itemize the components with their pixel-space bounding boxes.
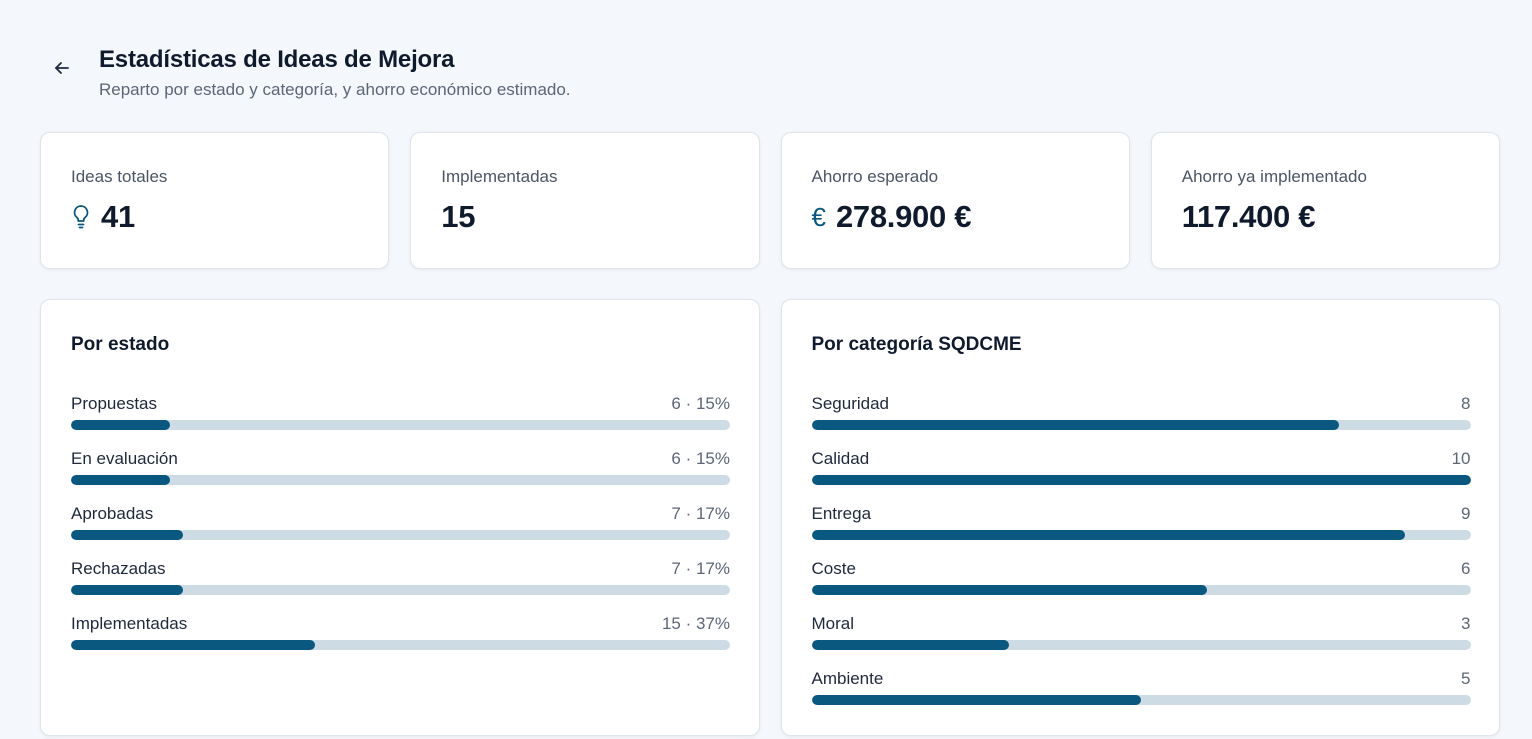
row-label: Ambiente <box>811 669 884 688</box>
kpi-label: Ahorro ya implementado <box>1181 167 1367 186</box>
progress-fill <box>811 640 1010 650</box>
list-item: Entrega 9 <box>811 502 1471 557</box>
progress-track <box>71 420 730 430</box>
progress-fill <box>811 530 1405 540</box>
row-label: Calidad <box>811 449 870 468</box>
panel-title: Por categoría SQDCME <box>811 334 1022 355</box>
list-item: Implementadas 15 · 37% <box>71 612 730 667</box>
kpi-cards: Ideas totales 41 Implementadas 15 Ahorro… <box>40 132 1500 269</box>
progress-fill <box>811 585 1207 595</box>
progress-track <box>811 475 1471 485</box>
list-item: Propuestas 6 · 15% <box>71 392 730 447</box>
stats-panels: Por estado Propuestas 6 · 15% En evaluació… <box>40 299 1500 736</box>
progress-fill <box>71 475 170 485</box>
kpi-label: Implementadas <box>441 167 558 186</box>
row-value: 15 · 37% <box>661 614 730 633</box>
progress-track <box>811 640 1471 650</box>
kpi-label: Ideas totales <box>71 167 168 186</box>
kpi-value: 41 <box>101 199 135 234</box>
row-label: En evaluación <box>71 449 178 468</box>
kpi-value: 15 <box>441 199 476 234</box>
list-item: Rechazadas 7 · 17% <box>71 557 730 612</box>
progress-fill <box>811 695 1141 705</box>
row-label: Coste <box>811 559 856 578</box>
status-list: Propuestas 6 · 15% En evaluación 6 · 15% Apr… <box>71 392 730 667</box>
progress-fill <box>811 420 1339 430</box>
row-label: Implementadas <box>71 614 188 633</box>
kpi-value: 117.400 € <box>1181 199 1316 234</box>
list-item: Ambiente 5 <box>811 667 1471 722</box>
progress-fill <box>71 530 184 540</box>
row-label: Seguridad <box>811 394 890 413</box>
euro-icon: € <box>811 202 826 232</box>
progress-track <box>811 420 1471 430</box>
progress-fill <box>71 640 315 650</box>
row-value: 9 <box>1461 504 1471 523</box>
list-item: Seguridad 8 <box>811 392 1471 447</box>
list-item: Moral 3 <box>811 612 1471 667</box>
row-value: 7 · 17% <box>671 504 730 523</box>
list-item: Aprobadas 7 · 17% <box>71 502 730 557</box>
progress-fill <box>71 585 184 595</box>
row-label: Entrega <box>811 504 872 523</box>
kpi-value: 278.900 € <box>835 199 972 234</box>
kpi-card-implemented-savings: Ahorro ya implementado 117.400 € <box>1150 132 1500 269</box>
progress-track <box>71 640 730 650</box>
row-label: Aprobadas <box>71 504 154 523</box>
row-value: 5 <box>1461 669 1471 688</box>
back-button[interactable] <box>50 58 74 82</box>
page-subtitle: Reparto por estado y categoría, y ahorro… <box>99 80 571 99</box>
list-item: Coste 6 <box>811 557 1471 612</box>
row-value: 10 <box>1451 449 1471 468</box>
row-label: Rechazadas <box>71 559 166 578</box>
row-value: 7 · 17% <box>671 559 730 578</box>
panel-by-category: Por categoría SQDCME Seguridad 8 Calidad 10… <box>780 299 1500 736</box>
page-header: Estadísticas de Ideas de Mejora Reparto … <box>40 44 1500 104</box>
row-label: Moral <box>811 614 855 633</box>
progress-track <box>71 585 730 595</box>
kpi-card-expected-savings: Ahorro esperado € 278.900 € <box>780 132 1130 269</box>
progress-track <box>71 475 730 485</box>
row-value: 6 · 15% <box>671 449 730 468</box>
panel-title: Por estado <box>71 334 170 355</box>
row-value: 3 <box>1461 614 1471 633</box>
progress-track <box>71 530 730 540</box>
progress-track <box>811 695 1471 705</box>
kpi-label: Ahorro esperado <box>811 167 939 186</box>
progress-track <box>811 585 1471 595</box>
panel-by-status: Por estado Propuestas 6 · 15% En evaluació… <box>40 299 760 736</box>
progress-fill <box>811 475 1471 485</box>
row-value: 8 <box>1461 394 1471 413</box>
arrow-left-icon <box>53 59 71 82</box>
lightbulb-icon <box>71 204 91 230</box>
progress-track <box>811 530 1471 540</box>
row-value: 6 · 15% <box>671 394 730 413</box>
kpi-card-total-ideas: Ideas totales 41 <box>40 132 390 269</box>
row-value: 6 <box>1461 559 1471 578</box>
list-item: Calidad 10 <box>811 447 1471 502</box>
kpi-card-implemented: Implementadas 15 <box>410 132 760 269</box>
progress-fill <box>71 420 170 430</box>
list-item: En evaluación 6 · 15% <box>71 447 730 502</box>
page-title: Estadísticas de Ideas de Mejora <box>99 46 455 73</box>
category-list: Seguridad 8 Calidad 10 Entrega 9 Coste 6 Moral 3 A… <box>811 392 1471 722</box>
row-label: Propuestas <box>71 394 157 413</box>
